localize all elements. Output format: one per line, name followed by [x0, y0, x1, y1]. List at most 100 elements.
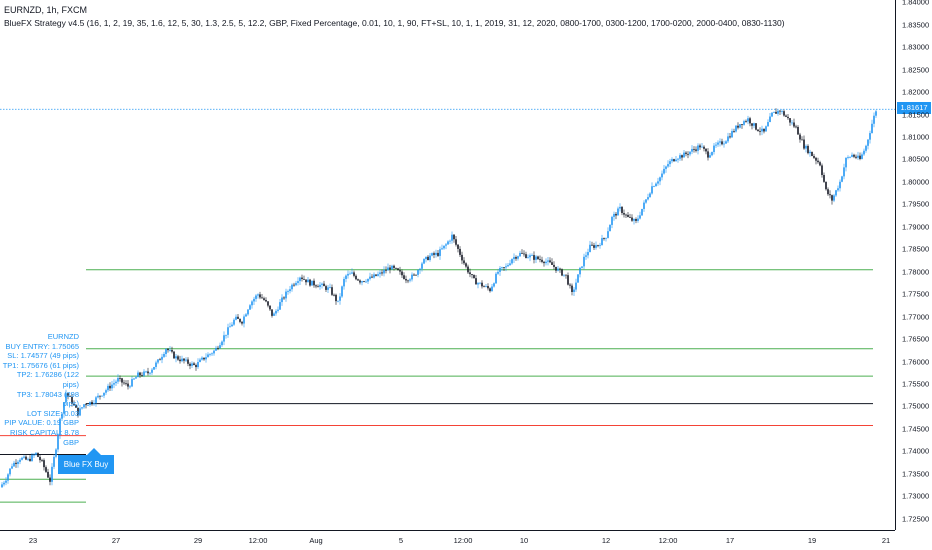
candle-body [749, 118, 751, 124]
candle-body [765, 126, 767, 132]
candle-body [83, 404, 85, 408]
candle-body [311, 280, 313, 286]
candle-body [433, 253, 435, 255]
candle-body [687, 153, 689, 155]
candle-body [605, 237, 607, 239]
time-tick-label: 5 [398, 536, 404, 545]
time-tick-label: 23 [28, 536, 38, 545]
candle-body [751, 123, 753, 126]
candle-body [825, 181, 827, 190]
candle-body [483, 286, 485, 288]
candle-body [669, 161, 671, 165]
candle-body [557, 268, 559, 271]
candle-body [757, 129, 759, 132]
candle-body [785, 115, 787, 117]
candle-body [341, 286, 343, 297]
strategy-legend[interactable]: BlueFX Strategy v4.5 (16, 1, 2, 19, 35, … [4, 18, 785, 28]
candle-body [357, 279, 359, 281]
time-axis[interactable]: 23 27 29 12:00 Aug 5 12:00 10 12 12:00 17 19 21 [0, 530, 895, 550]
candle-body [307, 279, 309, 283]
candle-body [261, 297, 263, 299]
candle-body [549, 260, 551, 263]
candle-body [437, 252, 439, 256]
candle-body [211, 353, 213, 355]
candle-body [627, 214, 629, 217]
candle-body [553, 264, 555, 267]
candle-body [803, 139, 805, 149]
candle-body [129, 386, 131, 388]
buy-signal-arrow-icon [87, 448, 101, 455]
candle-body [141, 375, 143, 376]
candle-body [229, 326, 231, 328]
price-tick-label: 1.78500 [902, 244, 930, 254]
candle-body [481, 282, 483, 287]
candle-body [473, 275, 475, 279]
candle-body [463, 260, 465, 264]
candle-body [373, 274, 375, 278]
price-tick-label: 1.74500 [902, 424, 930, 434]
candle-body [719, 141, 721, 143]
candle-body [73, 403, 75, 405]
candle-body [431, 253, 433, 256]
candle-body [27, 458, 29, 460]
candle-body [733, 131, 735, 132]
candle-body [15, 462, 17, 464]
candle-body [571, 285, 573, 292]
candle-body [539, 259, 541, 260]
candle-body [623, 213, 625, 215]
candle-body [17, 461, 19, 464]
candle-body [251, 301, 253, 306]
candle-body [731, 131, 733, 138]
candle-body [573, 289, 575, 292]
candle-body [401, 271, 403, 276]
candle-body [435, 252, 437, 255]
candle-body [101, 395, 103, 397]
price-axis[interactable]: 1.81617 1.84000 1.83500 1.83000 1.82500 1.82… [895, 0, 932, 530]
candle-body [741, 124, 743, 125]
candle-body [831, 195, 833, 201]
candle-body [775, 111, 777, 114]
candle-body [519, 252, 521, 257]
price-tick-label: 1.82500 [902, 65, 930, 75]
candle-body [545, 261, 547, 264]
candle-body [61, 413, 63, 419]
candle-body [7, 474, 9, 481]
price-tick-label: 1.76500 [902, 334, 930, 344]
candle-body [467, 266, 469, 273]
current-price-tag: 1.81617 [897, 102, 931, 114]
candle-body [613, 213, 615, 217]
candle-body [635, 219, 637, 221]
candle-body [747, 118, 749, 122]
candle-body [137, 372, 139, 378]
candle-body [327, 287, 329, 290]
candle-body [607, 231, 609, 238]
candle-body [495, 273, 497, 284]
candle-body [703, 146, 705, 149]
info-line: RISK CAPITAL: 8.78 GBP [9, 427, 79, 447]
candle-body [799, 134, 801, 140]
candle-body [447, 241, 449, 245]
candle-body [649, 193, 651, 198]
candle-body [109, 385, 111, 389]
candle-body [171, 350, 173, 352]
time-tick-label: 29 [193, 536, 203, 545]
chart-area[interactable]: EURNZD, 1h, FXCM BlueFX Strategy v4.5 (1… [0, 0, 895, 530]
candle-body [209, 353, 211, 355]
candle-body [107, 385, 109, 391]
price-tick-label: 1.83500 [902, 20, 930, 30]
candle-body [221, 341, 223, 346]
candle-body [55, 449, 57, 457]
candle-body [169, 350, 171, 351]
price-tick-label: 1.81500 [902, 110, 930, 120]
candle-body [303, 278, 305, 280]
info-line: TP3: 1.78043 (298 pips) [16, 389, 79, 409]
candle-body [787, 116, 789, 119]
price-chart[interactable] [0, 0, 895, 530]
candle-body [47, 471, 49, 478]
candle-body [843, 167, 845, 177]
candle-body [793, 122, 795, 127]
candle-body [833, 195, 835, 201]
candle-body [601, 238, 603, 246]
candle-body [427, 256, 429, 261]
candle-body [631, 217, 633, 221]
